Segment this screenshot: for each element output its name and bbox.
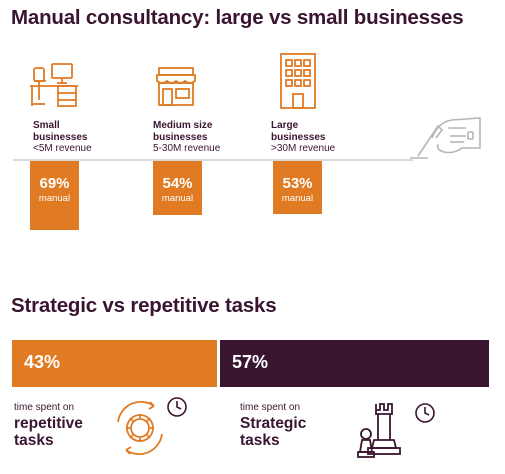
section-title: Strategic vs repetitive tasks xyxy=(11,294,277,317)
bar-strategic-tasks: 57% xyxy=(220,340,489,387)
segment-label-large: Large businesses >30M revenue xyxy=(271,120,335,155)
segment-name: businesses xyxy=(153,131,208,143)
task-label-strategic: time spent on Strategic tasks xyxy=(240,401,306,449)
bar-medium-businesses: 54% manual xyxy=(153,161,202,215)
task-prefix: time spent on xyxy=(14,402,75,413)
segment-name: businesses xyxy=(33,131,88,143)
chess-pieces-icon xyxy=(357,403,401,458)
writing-hand-icon xyxy=(410,117,481,159)
bar-value-label: 43% xyxy=(24,352,61,372)
bar-value-label: 69% xyxy=(39,175,70,192)
segment-name: businesses xyxy=(271,131,326,143)
page-title: Manual consultancy: large vs small busin… xyxy=(11,6,464,29)
bar-large-businesses: 53% manual xyxy=(273,161,322,214)
segment-name: Small xyxy=(33,120,60,131)
task-name: repetitive xyxy=(14,415,83,432)
segment-name: Medium size xyxy=(153,120,213,131)
bar-unit-label: manual xyxy=(38,193,71,204)
bar-value-label: 53% xyxy=(282,175,313,192)
clock-icon xyxy=(167,397,187,417)
office-desk-icon xyxy=(30,63,78,107)
segment-name: Large xyxy=(271,120,299,131)
task-name: tasks xyxy=(14,432,54,449)
segment-revenue: >30M revenue xyxy=(271,143,336,154)
task-name: Strategic xyxy=(240,415,307,432)
task-label-repetitive: time spent on repetitive tasks xyxy=(14,401,83,449)
bar-value-label: 57% xyxy=(232,352,269,372)
bar-small-businesses: 69% manual xyxy=(30,161,79,230)
storefront-icon xyxy=(156,67,196,106)
bar-unit-label: manual xyxy=(281,193,314,204)
segment-revenue: <5M revenue xyxy=(33,143,92,154)
segment-label-medium: Medium size businesses 5-30M revenue xyxy=(153,120,220,155)
bar-repetitive-tasks: 43% xyxy=(12,340,217,387)
segment-revenue: 5-30M revenue xyxy=(153,143,221,154)
chart-baseline xyxy=(13,159,413,161)
bar-unit-label: manual xyxy=(161,193,194,204)
segment-label-small: Small businesses <5M revenue xyxy=(33,120,92,155)
gear-cycle-icon xyxy=(117,401,163,455)
clock-icon xyxy=(415,403,435,423)
task-name: tasks xyxy=(240,432,280,449)
bar-value-label: 54% xyxy=(162,175,193,192)
office-building-icon xyxy=(280,53,316,109)
task-prefix: time spent on xyxy=(240,402,301,413)
